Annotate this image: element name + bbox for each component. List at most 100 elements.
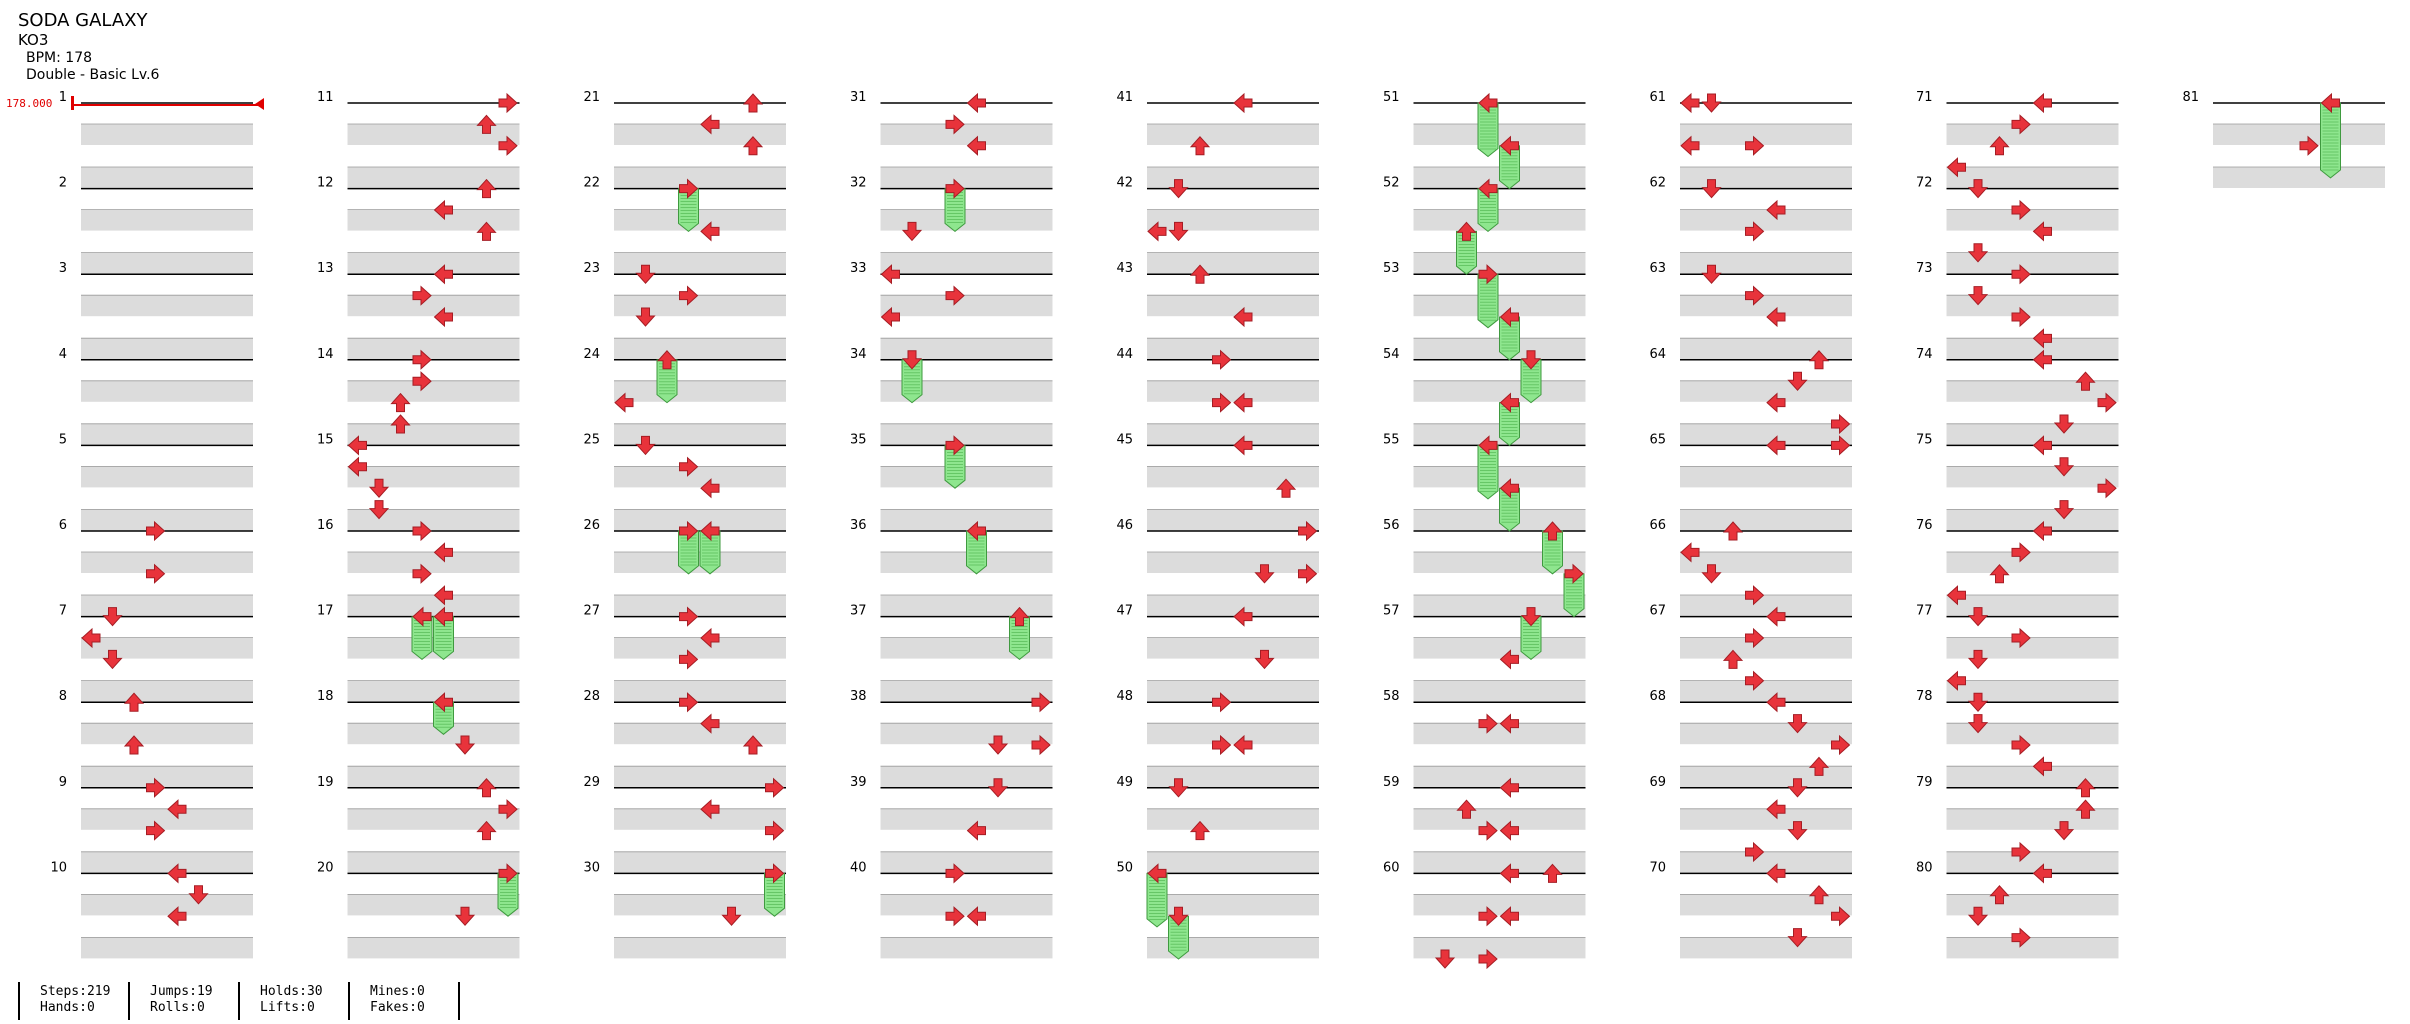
measure-stripe	[1147, 380, 1319, 402]
measure-number: 44	[1116, 347, 1133, 362]
step-arrow-icon	[433, 306, 453, 328]
measure-stripe	[347, 680, 520, 702]
measure-stripe	[2213, 124, 2385, 145]
step-arrow-icon	[167, 906, 187, 927]
step-arrow-icon	[1212, 392, 1232, 413]
measure-number: 11	[317, 90, 334, 105]
step-arrow-icon	[945, 178, 965, 199]
measure-number: 18	[317, 689, 334, 704]
step-arrow-icon	[721, 906, 742, 926]
measure-stripe	[1413, 380, 1586, 402]
step-arrow-icon	[679, 285, 699, 306]
step-arrow-icon	[1189, 136, 1211, 156]
step-arrow-icon	[454, 735, 476, 755]
measure-stripe	[880, 680, 1053, 702]
measure-stripe	[1413, 209, 1586, 231]
step-arrow-icon	[347, 456, 367, 477]
step-arrow-icon	[1766, 392, 1786, 413]
measure-stripe	[880, 380, 1053, 402]
measure-stripe	[1946, 894, 2119, 916]
step-arrow-icon	[1499, 135, 1519, 156]
step-arrow-icon	[880, 306, 900, 328]
step-arrow-icon	[1031, 734, 1051, 756]
step-arrow-icon	[2011, 542, 2031, 563]
step-chart: 1234567891011121314151617181920212223242…	[50, 90, 2385, 970]
stat-mines: Mines:0	[370, 984, 425, 999]
step-arrow-icon	[742, 93, 764, 113]
step-arrow-icon	[1499, 906, 1519, 927]
step-arrow-icon	[1147, 863, 1167, 884]
step-arrow-icon	[2097, 392, 2117, 413]
measure-stripe	[1147, 466, 1319, 488]
step-arrow-icon	[635, 264, 656, 284]
step-arrow-icon	[945, 906, 965, 927]
measure-number: 12	[317, 176, 334, 191]
measure-stripe	[81, 637, 253, 659]
measure-number: 5	[59, 432, 67, 447]
step-arrow-icon	[1808, 756, 1830, 776]
step-arrow-icon	[614, 392, 634, 413]
measure-stripe	[880, 124, 1053, 145]
step-arrow-icon	[433, 692, 453, 713]
step-arrow-icon	[1701, 564, 1722, 584]
measure-stripe	[614, 680, 786, 702]
measure-number: 41	[1116, 90, 1133, 105]
step-arrow-icon	[498, 92, 518, 114]
step-arrow-icon	[2011, 306, 2031, 328]
step-arrow-icon	[1212, 692, 1232, 713]
step-arrow-icon	[1680, 135, 1700, 156]
step-arrow-icon	[1766, 606, 1786, 627]
measure-stripe	[1946, 723, 2119, 745]
step-arrow-icon	[1766, 799, 1786, 820]
measure-number: 17	[317, 604, 334, 619]
step-arrow-icon	[390, 414, 411, 434]
step-arrow-icon	[1808, 885, 1830, 905]
measure-stripe	[614, 894, 786, 916]
measure-number: 8	[59, 689, 67, 704]
step-arrow-icon	[2097, 478, 2117, 499]
step-arrow-icon	[1499, 306, 1519, 328]
measure-number: 70	[1649, 860, 1666, 875]
measure-number: 64	[1649, 347, 1666, 362]
measure-number: 16	[317, 518, 334, 533]
measure-stripe	[1147, 595, 1319, 616]
measure-number: 39	[850, 775, 867, 790]
step-arrow-icon	[1233, 734, 1253, 756]
measure-number: 21	[583, 90, 600, 105]
measure-stripe	[614, 380, 786, 402]
step-arrow-icon	[167, 863, 187, 884]
measure-stripe	[347, 808, 520, 830]
step-arrow-icon	[742, 136, 764, 156]
song-title: SODA GALAXY	[18, 10, 148, 31]
measure-number: 53	[1383, 261, 1400, 276]
measure-stripe	[1680, 466, 1852, 488]
step-arrow-icon	[901, 221, 923, 242]
measure-number: 73	[1916, 261, 1933, 276]
step-arrow-icon	[765, 777, 785, 798]
step-arrow-icon	[102, 607, 123, 627]
measure-stripe	[1147, 295, 1319, 317]
measure-number: 20	[317, 860, 334, 875]
step-arrow-icon	[1967, 179, 1989, 199]
measure-stripe	[1147, 723, 1319, 745]
measure-number: 79	[1916, 775, 1933, 790]
step-arrow-icon	[1701, 179, 1722, 199]
measure-stripe	[614, 295, 786, 317]
measure-stripe	[1413, 808, 1586, 830]
step-arrow-icon	[1680, 92, 1700, 114]
step-arrow-icon	[700, 627, 720, 649]
measure-stripe	[880, 851, 1053, 873]
step-arrow-icon	[146, 563, 166, 584]
measure-number: 29	[583, 775, 600, 790]
measure-stripe	[1680, 680, 1852, 702]
measure-stripe	[347, 937, 520, 959]
measure-stripe	[1680, 851, 1852, 873]
step-arrow-icon	[412, 563, 432, 584]
measure-number: 77	[1916, 604, 1933, 619]
measure-stripe	[1680, 637, 1852, 659]
step-arrow-icon	[1499, 478, 1519, 499]
step-arrow-icon	[966, 820, 986, 841]
measure-number: 47	[1116, 604, 1133, 619]
step-arrow-icon	[1564, 563, 1584, 584]
measure-stripe	[1147, 808, 1319, 830]
